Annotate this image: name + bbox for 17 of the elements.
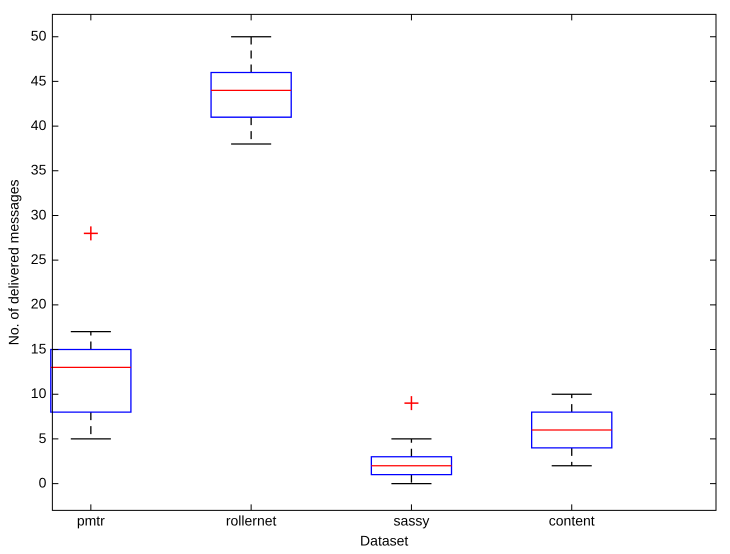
y-tick-label: 15	[30, 340, 47, 356]
x-tick-label: sassy	[394, 512, 430, 529]
y-tick-label: 35	[30, 162, 47, 178]
y-tick-label: 50	[30, 28, 47, 44]
x-axis-title: Dataset	[360, 532, 408, 548]
y-tick-label: 20	[30, 296, 47, 312]
y-tick-label: 40	[30, 116, 47, 133]
y-tick-label: 10	[30, 385, 47, 402]
x-tick-label: content	[548, 512, 595, 529]
y-axis-title: No. of delivered messages	[5, 180, 22, 346]
y-tick-label: 0	[38, 474, 47, 490]
y-tick-label: 30	[30, 206, 47, 222]
x-tick-label: rollernet	[226, 512, 277, 529]
y-tick-label: 45	[30, 72, 47, 88]
y-tick-label: 25	[30, 251, 47, 268]
y-tick-label: 5	[38, 430, 47, 446]
x-tick-label: pmtr	[76, 512, 106, 529]
